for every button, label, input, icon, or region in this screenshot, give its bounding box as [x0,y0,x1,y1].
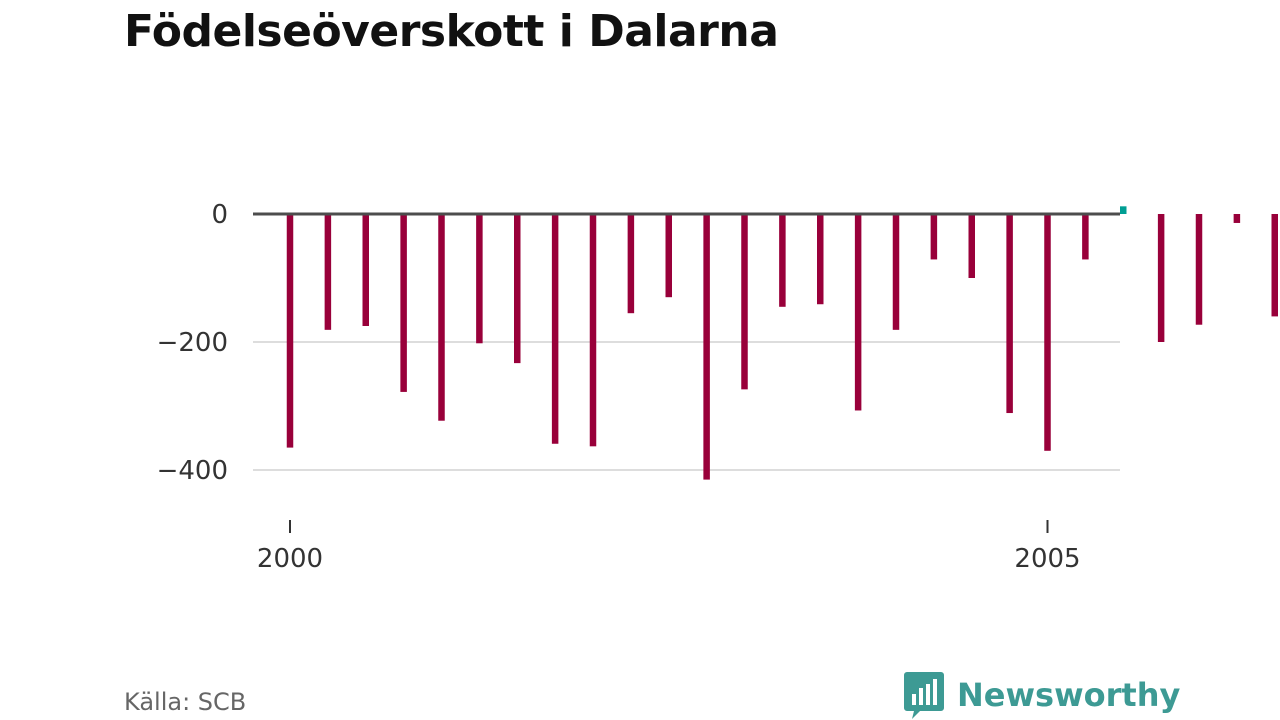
bar-2005-q3 [1120,206,1127,214]
bar-2005-q2 [1082,214,1089,260]
bar-2004-q1 [892,214,900,330]
bar-2002-q4 [703,214,710,480]
y-tick-label: −400 [157,456,228,486]
newsworthy-logo-icon [904,672,944,719]
bar-2002-q2 [627,214,635,314]
bar-2001-q2 [476,214,483,344]
y-tick-label: 0 [211,200,228,230]
bar-2006-q1 [1195,214,1203,325]
bar-2002-q1 [589,214,597,447]
x-axis: 200020052010201520202025 [257,520,1081,574]
bar-2004-q2 [930,214,938,260]
bar-2006-q2 [1233,214,1241,223]
bar-2000-q1 [286,214,294,448]
bar-2005-q1 [1044,214,1051,451]
brand-name: Newsworthy [957,676,1181,714]
bar-2001-q1 [438,214,445,421]
x-tick-label: 2005 [1014,544,1080,574]
bar-2003-q3 [817,214,824,305]
bar-2001-q4 [551,214,559,444]
bar-2000-q2 [324,214,332,330]
bar-2003-q1 [741,214,748,390]
bars [286,206,1278,480]
bar-2001-q3 [514,214,521,364]
y-tick-label: −200 [157,328,228,358]
bar-2005-q4 [1157,214,1165,342]
y-axis: 0 −200 −400 [157,200,228,486]
newsworthy-logo: Newsworthy [903,670,1180,720]
bar-2000-q3 [362,214,369,326]
x-tick-label: 2000 [257,544,323,574]
bar-2002-q3 [665,214,672,298]
bar-2004-q4 [1006,214,1013,414]
gridlines [253,341,1120,471]
bar-2000-q4 [400,214,407,392]
bar-2006-q3 [1271,214,1278,317]
bar-2003-q4 [854,214,862,411]
source-label: Källa: SCB [124,688,247,716]
chart-title: Födelseöverskott i Dalarna [124,6,779,57]
bar-2004-q3 [968,214,975,278]
bar-2003-q2 [779,214,786,307]
